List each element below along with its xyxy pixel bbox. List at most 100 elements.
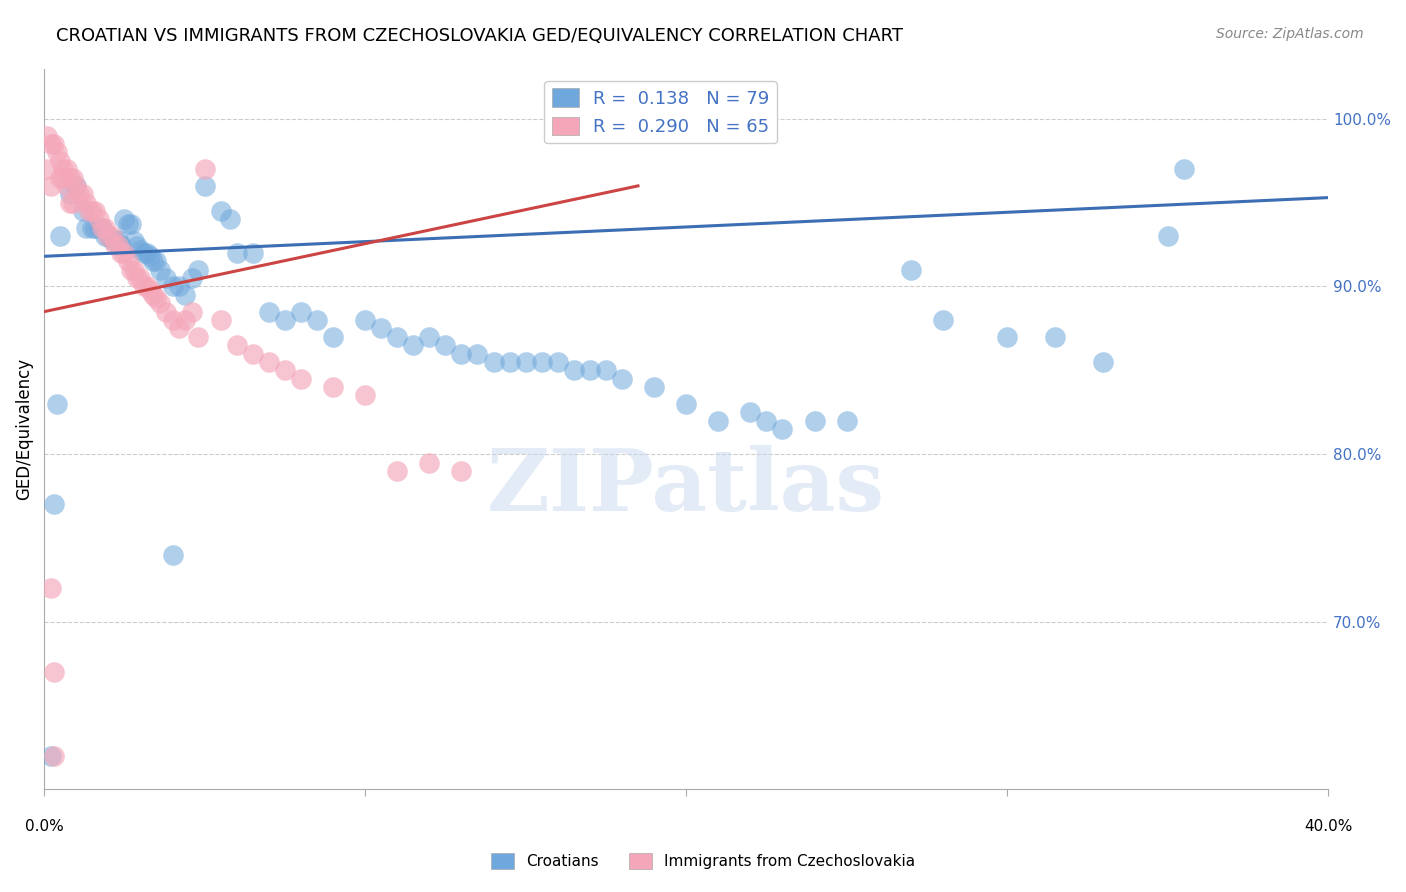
Point: [42, 498, 65, 512]
Point: [835, 414, 858, 428]
Point: [37, 128, 59, 143]
Point: [100, 229, 122, 244]
Point: [42, 665, 65, 679]
Point: [65, 178, 87, 193]
Point: [595, 363, 617, 377]
Point: [67, 187, 90, 202]
Point: [46, 145, 69, 160]
Point: [37, 162, 59, 177]
Point: [129, 243, 152, 257]
Point: [46, 397, 69, 411]
Point: [387, 330, 409, 344]
Point: [87, 220, 110, 235]
Point: [39, 581, 62, 595]
Point: [755, 414, 778, 428]
Point: [274, 363, 297, 377]
Point: [194, 178, 217, 193]
Point: [770, 422, 793, 436]
Point: [174, 288, 197, 302]
Point: [995, 330, 1018, 344]
Point: [107, 233, 129, 247]
Point: [84, 204, 107, 219]
Point: [155, 271, 177, 285]
Point: [187, 330, 209, 344]
Point: [132, 246, 155, 260]
Point: [62, 170, 84, 185]
Point: [122, 234, 145, 248]
Point: [62, 195, 84, 210]
Point: [112, 212, 135, 227]
Point: [117, 218, 139, 232]
Point: [322, 380, 344, 394]
Point: [132, 279, 155, 293]
Point: [142, 288, 165, 302]
Point: [104, 237, 127, 252]
Point: [418, 456, 440, 470]
Point: [610, 372, 633, 386]
Point: [82, 204, 104, 219]
Point: [142, 254, 165, 268]
Point: [187, 262, 209, 277]
Point: [643, 380, 665, 394]
Point: [242, 346, 264, 360]
Point: [112, 246, 135, 260]
Point: [52, 162, 75, 177]
Point: [740, 405, 762, 419]
Point: [145, 254, 167, 268]
Point: [162, 313, 184, 327]
Point: [110, 237, 132, 252]
Point: [562, 363, 585, 377]
Point: [94, 229, 117, 244]
Point: [65, 178, 87, 193]
Point: [72, 187, 94, 202]
Point: [107, 237, 129, 252]
Point: [387, 464, 409, 478]
Point: [803, 414, 825, 428]
Point: [90, 220, 112, 235]
Point: [129, 271, 152, 285]
Point: [110, 246, 132, 260]
Point: [1045, 330, 1067, 344]
Point: [1156, 229, 1178, 244]
Point: [498, 355, 520, 369]
Point: [579, 363, 602, 377]
Point: [174, 313, 197, 327]
Point: [290, 372, 312, 386]
Point: [84, 220, 107, 235]
Point: [450, 464, 472, 478]
Point: [257, 304, 280, 318]
Point: [39, 136, 62, 151]
Point: [127, 271, 149, 285]
Point: [162, 279, 184, 293]
Point: [97, 229, 120, 244]
Point: [467, 346, 489, 360]
Point: [46, 832, 69, 847]
Point: [1092, 355, 1115, 369]
Point: [135, 246, 157, 260]
Point: [82, 220, 104, 235]
Point: [242, 246, 264, 260]
Point: [52, 170, 75, 185]
Point: [87, 212, 110, 227]
Point: [139, 249, 162, 263]
Point: [354, 388, 377, 402]
Point: [482, 355, 505, 369]
Point: [49, 170, 72, 185]
Point: [49, 153, 72, 168]
Point: [39, 178, 62, 193]
Point: [149, 262, 172, 277]
Point: [167, 321, 190, 335]
Point: [97, 229, 120, 244]
Point: [257, 355, 280, 369]
Point: [434, 338, 457, 352]
Point: [42, 136, 65, 151]
Point: [932, 313, 955, 327]
Point: [370, 321, 392, 335]
Point: [100, 233, 122, 247]
Point: [77, 204, 100, 219]
Point: [155, 304, 177, 318]
Point: [547, 355, 569, 369]
Point: [75, 220, 97, 235]
Point: [120, 218, 142, 232]
Point: [354, 313, 377, 327]
